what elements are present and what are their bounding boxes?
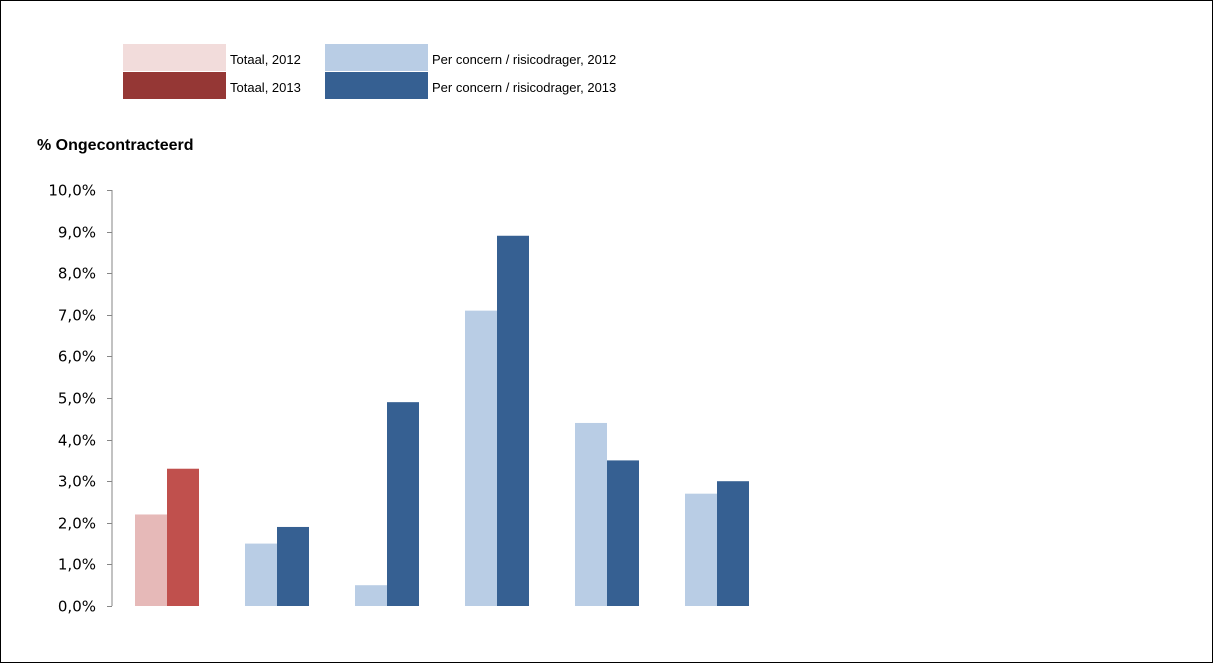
bar [277,527,309,606]
bar [167,469,199,606]
bar [245,544,277,606]
y-tick-label: 7,0% [58,307,96,325]
bar [607,460,639,606]
y-tick-label: 8,0% [58,265,96,283]
y-tick-label: 0,0% [58,598,96,616]
y-tick-label: 3,0% [58,473,96,491]
bar [355,585,387,606]
y-tick-label: 2,0% [58,515,96,533]
bar [135,514,167,606]
y-tick-label: 10,0% [48,182,96,200]
y-tick-label: 4,0% [58,432,96,450]
bar [497,236,529,606]
y-tick-label: 6,0% [58,348,96,366]
y-tick-label: 5,0% [58,390,96,408]
bar [465,311,497,606]
y-tick-label: 1,0% [58,556,96,574]
bar [685,494,717,606]
bar [717,481,749,606]
bar [387,402,419,606]
y-tick-label: 9,0% [58,224,96,242]
bar [575,423,607,606]
